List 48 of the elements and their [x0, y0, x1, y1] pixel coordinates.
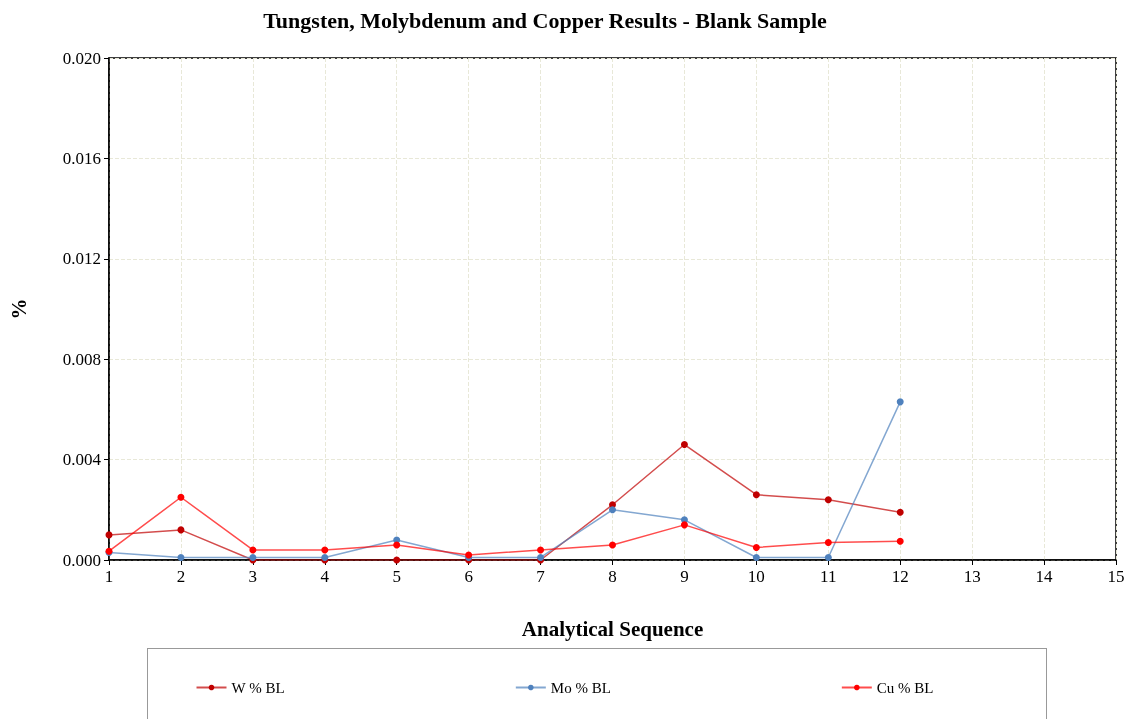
point — [393, 541, 401, 549]
legend-label: Cu % BL — [876, 679, 934, 696]
legend-label: W % BL — [231, 679, 285, 696]
point — [896, 398, 904, 406]
point — [609, 506, 616, 514]
point — [752, 491, 760, 499]
point — [393, 556, 401, 564]
x-tick-label: 2 — [176, 567, 186, 586]
point — [896, 537, 904, 545]
legend-label: Mo % BL — [550, 679, 611, 696]
point — [824, 538, 832, 546]
point — [752, 553, 760, 561]
point — [177, 526, 185, 534]
point — [752, 543, 760, 551]
x-tick-label: 4 — [320, 567, 330, 586]
x-tick-label: 1 — [104, 567, 114, 586]
x-tick-label: 15 — [1107, 567, 1125, 586]
x-tick-label: 12 — [891, 567, 909, 586]
x-tick-label: 7 — [536, 567, 546, 586]
y-tick-label: 0.008 — [62, 349, 101, 369]
point — [609, 541, 616, 549]
y-tick-label: 0.020 — [62, 48, 101, 68]
point — [249, 546, 257, 554]
y-tick-label: 0.004 — [62, 450, 102, 470]
point — [824, 553, 832, 561]
x-tick-label: 10 — [747, 567, 765, 586]
point — [537, 546, 545, 554]
point — [824, 496, 832, 504]
x-tick-label: 8 — [608, 567, 617, 586]
y-tick-label: 0.012 — [62, 249, 101, 269]
y-axis-title: % — [6, 298, 31, 320]
x-tick-label: 9 — [680, 567, 689, 586]
x-tick-label: 6 — [464, 567, 473, 586]
x-axis-title: Analytical Sequence — [521, 616, 704, 641]
y-tick-label: 0.000 — [62, 550, 101, 570]
point — [177, 493, 185, 501]
point — [680, 521, 688, 529]
x-tick-label: 14 — [1035, 567, 1054, 586]
point — [177, 553, 185, 561]
point — [896, 508, 904, 516]
x-tick-label: 13 — [963, 567, 981, 586]
point — [321, 546, 329, 554]
y-tick-label: 0.016 — [62, 148, 101, 168]
x-tick-label: 3 — [248, 567, 258, 586]
x-tick-label: 5 — [392, 567, 401, 586]
point — [680, 441, 688, 449]
x-tick-label: 11 — [820, 567, 837, 586]
chart-title: Tungsten, Molybdenum and Copper Results - Blank Sample — [263, 7, 828, 33]
